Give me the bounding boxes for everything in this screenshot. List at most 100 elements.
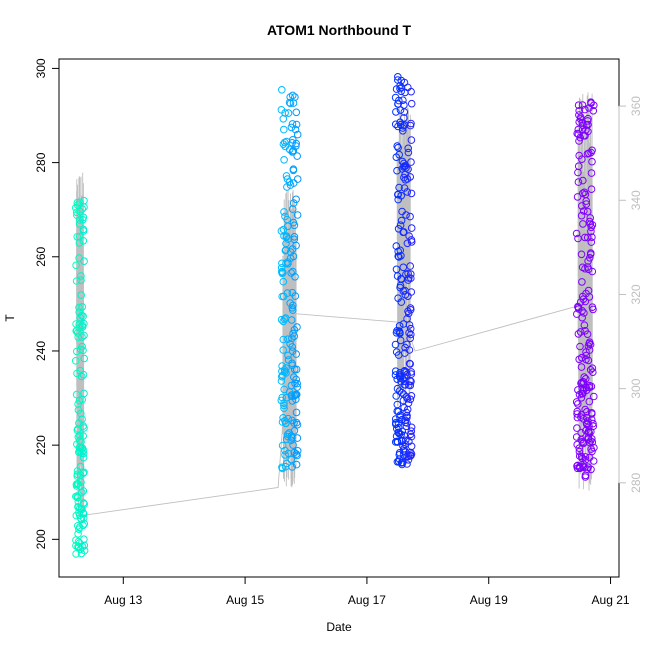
data-point [76, 232, 84, 241]
data-point [288, 139, 297, 147]
data-point [590, 101, 598, 110]
data-point [580, 309, 588, 317]
data-point [576, 133, 585, 142]
y-tick-label: 280 [34, 152, 48, 172]
y-right-tick-label: 360 [629, 96, 643, 116]
data-point [76, 198, 84, 207]
data-point [399, 390, 408, 399]
data-point [587, 382, 596, 391]
data-point [290, 419, 298, 427]
data-point [291, 125, 300, 134]
data-point [582, 200, 591, 208]
data-point [585, 397, 594, 406]
data-point [292, 408, 301, 417]
data-point [400, 431, 409, 440]
data-point [79, 312, 87, 321]
data-point [288, 205, 297, 213]
data-point [573, 193, 582, 201]
data-point [573, 410, 581, 418]
data-point [281, 246, 290, 255]
data-point [399, 96, 407, 104]
data-point [277, 264, 286, 272]
data-point [581, 473, 590, 481]
data-point [293, 323, 301, 331]
data-point [392, 242, 401, 250]
data-point [582, 351, 591, 360]
data-point [588, 438, 597, 446]
data-point [584, 427, 593, 436]
data-point [287, 455, 296, 464]
data-point [577, 113, 585, 121]
data-point [574, 162, 583, 170]
data-point [290, 233, 299, 241]
data-point [581, 453, 590, 461]
data-point [79, 216, 87, 224]
data-point [288, 361, 297, 370]
data-point [72, 277, 81, 285]
data-point [76, 462, 85, 471]
data-point [396, 283, 404, 292]
data-point [577, 363, 586, 371]
data-point [393, 407, 402, 416]
data-point [401, 418, 410, 427]
data-point [399, 320, 408, 328]
data-point [284, 414, 292, 423]
data-point [277, 315, 286, 324]
data-point [403, 405, 412, 414]
data-point [395, 327, 403, 335]
data-point [394, 143, 402, 152]
data-point [288, 433, 296, 442]
data-point [77, 372, 86, 381]
data-point [575, 151, 584, 160]
data-point [288, 343, 297, 351]
x-axis-label: Date [326, 620, 352, 634]
data-point [284, 109, 293, 117]
data-point [587, 445, 596, 453]
y-axis: 200 220 240 260 280 300 [34, 58, 60, 549]
data-point [407, 119, 415, 128]
data-point [74, 497, 83, 506]
data-point [404, 307, 412, 316]
data-point [280, 156, 288, 164]
data-point [581, 327, 589, 335]
data-point [79, 370, 88, 379]
data-point [400, 228, 408, 236]
data-point [279, 346, 288, 354]
data-point [407, 392, 416, 400]
data-point [399, 451, 408, 459]
data-point [75, 525, 83, 534]
data-point [288, 120, 297, 128]
x-tick-label: Aug 13 [104, 593, 142, 607]
data-point [405, 329, 413, 337]
data-point [289, 146, 298, 155]
data-point [573, 464, 582, 473]
data-point [586, 340, 595, 349]
data-point [393, 384, 402, 393]
data-point [278, 86, 286, 94]
data-point [291, 292, 300, 300]
data-point [72, 390, 81, 399]
data-point [586, 214, 595, 222]
data-point [291, 93, 299, 101]
data-point [293, 211, 302, 219]
data-point [402, 393, 411, 401]
data-point [586, 366, 595, 374]
data-point [585, 346, 594, 354]
data-point [407, 189, 416, 198]
data-point [576, 342, 584, 351]
data-point [578, 202, 586, 210]
data-point [401, 440, 410, 448]
data-point [577, 211, 586, 220]
data-point [583, 413, 591, 422]
y-right-tick-label: 300 [629, 378, 643, 398]
data-point [77, 409, 85, 418]
data-point [79, 227, 88, 235]
data-point [406, 381, 415, 390]
data-point [587, 169, 596, 177]
data-point [282, 259, 290, 268]
data-point [71, 203, 80, 212]
data-point [399, 375, 407, 383]
data-point [289, 179, 298, 187]
data-point [586, 253, 594, 262]
data-point [407, 288, 416, 296]
